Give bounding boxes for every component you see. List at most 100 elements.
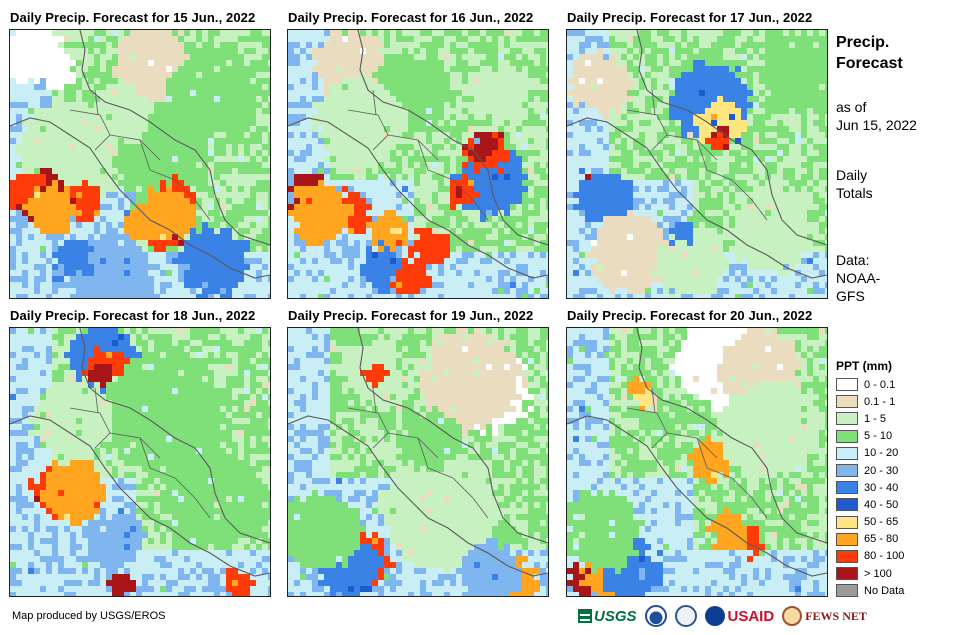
legend-swatch (836, 378, 858, 392)
country-border (69, 407, 111, 449)
legend-item: > 100 (836, 565, 904, 582)
country-border (452, 477, 489, 519)
daily-totals: Daily Totals (836, 166, 873, 202)
coastline (10, 117, 270, 279)
as-of-label: as of (836, 99, 867, 115)
panel-title-5: Daily Precip. Forecast for 19 Jun., 2022 (288, 308, 534, 323)
legend-label: 65 - 80 (864, 533, 899, 546)
fewsnet-logo: FEWS NET (782, 606, 867, 626)
country-border (417, 437, 454, 479)
legend-item: 0.1 - 1 (836, 393, 904, 410)
country-border (731, 477, 768, 519)
usgs-logo-text: USGS (594, 607, 637, 625)
as-of-date: as of Jun 15, 2022 (836, 98, 917, 134)
legend-item: 1 - 5 (836, 410, 904, 427)
precip-map-2 (288, 30, 548, 298)
legend-swatch (836, 464, 858, 478)
partner-logos: USGS USAID FEWS NET (578, 603, 875, 629)
country-border (626, 407, 668, 449)
precip-map-1 (10, 30, 270, 298)
precip-map-4 (10, 328, 270, 596)
legend-label: 50 - 65 (864, 516, 899, 529)
country-border (139, 139, 176, 181)
country-border (347, 407, 389, 449)
coastline (79, 328, 270, 544)
legend-item: 5 - 10 (836, 428, 904, 445)
coastline (567, 415, 827, 577)
forecast-title-line2: Forecast (836, 55, 903, 72)
panel-title-3: Daily Precip. Forecast for 17 Jun., 2022 (567, 10, 813, 25)
noaa-logo (644, 605, 667, 627)
country-border (651, 387, 656, 414)
panel-title-4: Daily Precip. Forecast for 18 Jun., 2022 (10, 308, 256, 323)
usaid-seal-icon (704, 606, 725, 626)
legend-label: 10 - 20 (864, 447, 899, 460)
legend-item: 20 - 30 (836, 462, 904, 479)
coastline (636, 30, 827, 246)
map-panel-3 (566, 29, 828, 299)
country-border (731, 179, 768, 221)
country-border (94, 89, 99, 116)
country-border (417, 139, 454, 181)
legend-label: > 100 (864, 567, 892, 580)
coastline (79, 30, 270, 246)
legend-label: 0 - 0.1 (864, 378, 896, 391)
coastline (636, 328, 827, 544)
legend-label: 80 - 100 (864, 550, 905, 563)
coastline (288, 415, 548, 577)
state-dept-logo (674, 605, 697, 627)
legend-swatch (836, 515, 858, 529)
country-border (372, 387, 377, 414)
country-border (452, 179, 489, 221)
legend-swatch (836, 584, 858, 598)
legend-title: PPT (mm) (836, 359, 893, 373)
country-border (372, 89, 377, 116)
data-label: Data: (836, 252, 870, 268)
legend-item: 80 - 100 (836, 548, 904, 565)
panel-title-2: Daily Precip. Forecast for 16 Jun., 2022 (288, 10, 534, 25)
usgs-mark-icon (578, 609, 592, 623)
usgs-logo: USGS (578, 608, 637, 625)
totals-label: Totals (836, 185, 873, 201)
legend-rows: 0 - 0.1 0.1 - 1 1 - 5 5 - 10 10 - 20 20 - 30 3… (836, 376, 904, 599)
panel-title-1: Daily Precip. Forecast for 15 Jun., 2022 (10, 10, 256, 25)
data-source-line1: NOAA- (836, 270, 881, 286)
legend-label: 40 - 50 (864, 498, 899, 511)
legend-swatch (836, 395, 858, 409)
coastline (288, 117, 548, 279)
legend-item: 0 - 0.1 (836, 376, 904, 393)
legend-item: 50 - 65 (836, 514, 904, 531)
legend-swatch (836, 446, 858, 460)
precip-map-6 (567, 328, 827, 596)
coastline (357, 30, 548, 246)
map-panel-6 (566, 327, 828, 597)
legend-swatch (836, 498, 858, 512)
coastline (10, 415, 270, 577)
noaa-seal-icon (644, 605, 667, 627)
legend-item: No Data (836, 582, 904, 599)
country-border (696, 437, 733, 479)
legend-label: 0.1 - 1 (864, 395, 896, 408)
country-border (626, 109, 668, 151)
legend-swatch (836, 567, 858, 581)
country-border (174, 179, 211, 221)
as-of-value: Jun 15, 2022 (836, 117, 917, 133)
legend-label: No Data (864, 584, 905, 597)
forecast-title: Precip. Forecast (836, 32, 903, 74)
data-source-line2: GFS (836, 288, 865, 304)
coastline (357, 328, 548, 544)
usaid-logo: USAID (704, 606, 774, 626)
precip-map-3 (567, 30, 827, 298)
daily-label: Daily (836, 167, 868, 183)
country-border (139, 437, 176, 479)
legend-item: 30 - 40 (836, 479, 904, 496)
ppt-legend: PPT (mm) 0 - 0.1 0.1 - 1 1 - 5 5 - 10 10 - 2… (836, 359, 904, 599)
panel-title-6: Daily Precip. Forecast for 20 Jun., 2022 (567, 308, 813, 323)
map-panel-4 (9, 327, 271, 597)
legend-swatch (836, 532, 858, 546)
country-border (174, 477, 211, 519)
legend-swatch (836, 481, 858, 495)
fewsnet-seal-icon (782, 606, 803, 626)
data-source: Data: NOAA- GFS (836, 251, 880, 305)
map-panel-5 (287, 327, 549, 597)
